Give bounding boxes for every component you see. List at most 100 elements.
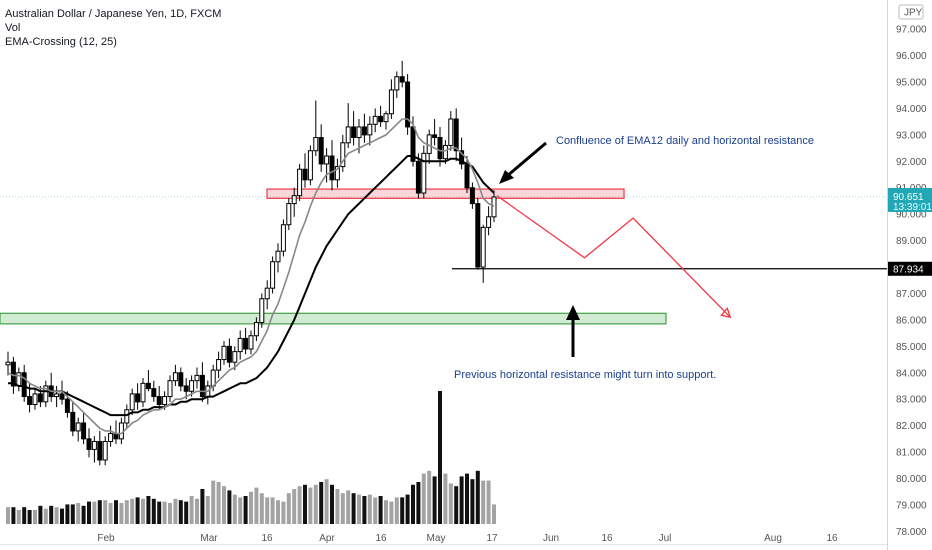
volume-bar [324,479,329,524]
volume-bar [351,493,356,524]
volume-bar [265,497,270,524]
y-tick-label: 94.000 [896,104,927,115]
volume-bar [33,510,37,524]
volume-bar [65,504,70,524]
volume-bar [76,503,81,524]
candle-layer [5,60,497,466]
volume-bar [60,508,64,524]
candle-body [448,118,454,146]
volume-bar [103,500,108,524]
candle-body [280,224,286,252]
candle-body [286,203,292,226]
candle-body [329,155,335,181]
candle-body [453,118,459,152]
volume-bar [216,482,221,524]
annotation-resistance: Confluence of EMA12 daily and horizontal… [556,135,815,147]
volume-bar [16,510,21,524]
candle-body [216,359,222,371]
y-tick-label: 84.000 [896,368,927,379]
candle-body [43,385,49,403]
volume-bar [173,498,178,524]
candle-body [367,123,373,136]
candle-body [313,137,319,152]
volume-bar [481,480,486,524]
volume-bar [362,496,367,524]
arrow-resistance-head [499,170,514,184]
volume-bar [81,505,86,524]
y-tick-label: 81.000 [896,448,927,459]
candle-body [237,337,243,353]
volume-bar [238,497,243,524]
x-tick-label: Feb [97,533,115,544]
candle-body [75,422,81,432]
candle-body [32,393,38,405]
volume-bar [378,496,383,524]
volume-bar [335,489,340,524]
volume-bar [184,501,189,524]
volume-bar [400,497,405,524]
x-tick-label: Apr [319,533,335,544]
volume-bar [281,501,286,524]
candle-body [226,345,232,363]
y-tick-label: 78.000 [896,527,927,538]
volume-bar [432,476,437,524]
x-tick-label: Aug [764,533,782,544]
candle-body [140,382,146,403]
candle-body [129,393,135,411]
candle-body [21,372,27,398]
volume-bar [146,496,151,524]
x-tick-label: 17 [486,533,498,544]
volume-bar [470,479,475,524]
volume-bar [405,494,410,524]
x-tick-label: Mar [200,533,218,544]
candle-body [189,380,195,392]
candle-body [297,168,303,197]
candle-body [415,160,421,194]
volume-bar [357,494,361,524]
candle-body [102,440,108,461]
volume-bar [157,501,162,524]
ema-layer [7,118,495,435]
level-price-text: 87.934 [893,264,924,275]
x-tick-label: 16 [826,533,838,544]
candle-body [248,335,254,350]
currency-label: JPY [904,8,923,19]
volume-bar [200,489,205,524]
resistance-zone [266,188,625,199]
volume-bar [205,496,210,524]
volume-bar [319,482,324,524]
volume-bar [243,496,248,524]
candle-body [399,76,405,83]
candle-body [302,168,308,181]
y-tick-label: 80.000 [896,474,927,485]
candle-body [378,115,384,123]
volume-bar [119,503,124,524]
zones-layer [0,188,667,325]
candle-body [145,382,151,390]
volume-bar [384,500,388,524]
volume-bar [373,497,378,524]
y-tick-label: 97.000 [896,25,927,36]
volume-bar [114,500,118,524]
arrow-resistance-shaft [506,141,547,178]
projection-arrowhead [720,306,732,319]
volume-bar [178,500,183,524]
volume-bar [168,503,172,524]
y-tick-label: 89.000 [896,236,927,247]
volume-bar [254,487,259,524]
chart-title: Australian Dollar / Japanese Yen, 1D, FX… [5,8,222,20]
legend-volume: Vol [5,22,21,34]
level-price-badge [888,261,932,276]
candle-body [372,115,378,125]
volume-bar [135,497,140,524]
candle-body [91,440,97,450]
candle-body [394,76,400,91]
candle-body [405,81,411,128]
volume-bar [308,487,313,524]
candle-body [162,396,168,405]
x-tick-label: 16 [261,533,273,544]
candle-body [318,137,324,165]
